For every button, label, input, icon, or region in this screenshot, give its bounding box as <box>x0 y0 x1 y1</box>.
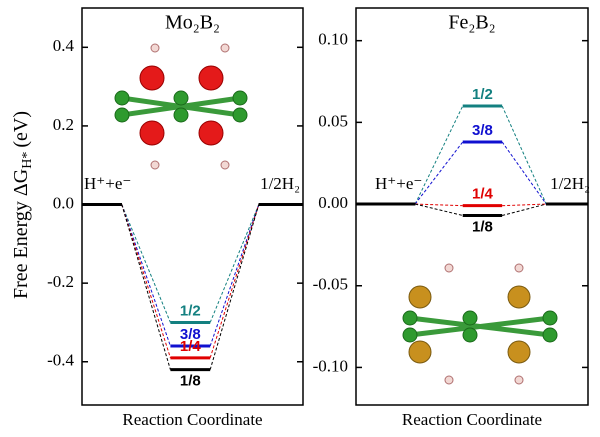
connector <box>502 203 547 207</box>
state-label: H⁺+e⁻ <box>375 174 422 193</box>
y-tick-label: 0.2 <box>53 115 74 134</box>
molecule-fe2b2 <box>402 263 558 385</box>
connector <box>121 204 171 358</box>
y-tick-label: 0.0 <box>53 193 74 212</box>
y-axis-label: Free Energy ΔGH* (eV) <box>10 111 36 299</box>
plot-frame <box>355 7 589 406</box>
state-label: 1/2H₂ <box>260 174 300 193</box>
panel-title: Fe₂B₂ <box>448 12 495 34</box>
series-label: 1/2 <box>472 86 493 103</box>
y-label-unit: (eV) <box>10 111 32 148</box>
y-tick-label: 0.4 <box>53 36 75 55</box>
series-label: 1/8 <box>180 373 201 390</box>
y-tick-label: -0.2 <box>47 272 74 291</box>
y-tick-label: 0.05 <box>318 111 348 130</box>
connector <box>121 204 171 370</box>
y-tick-label: 0.00 <box>318 193 348 212</box>
plot-frame <box>81 7 304 406</box>
state-label: 1/2H₂ <box>550 174 590 193</box>
y-tick-label: -0.10 <box>313 356 348 375</box>
molecule-mo2b2 <box>114 43 248 170</box>
series-label: 1/8 <box>472 218 493 235</box>
series-label: 3/8 <box>472 122 493 139</box>
connector <box>209 204 260 370</box>
y-tick-label: 0.10 <box>318 30 348 49</box>
connector <box>415 203 463 216</box>
series-label: 3/8 <box>180 326 201 343</box>
connector <box>121 204 171 323</box>
series-label: 1/2 <box>180 302 201 319</box>
connector <box>414 105 464 205</box>
connector <box>502 203 547 216</box>
connector <box>501 105 547 205</box>
connector <box>209 204 260 358</box>
connector <box>501 141 547 205</box>
state-label: H⁺+e⁻ <box>84 174 131 193</box>
connector <box>209 204 260 323</box>
y-tick-label: -0.4 <box>47 351 74 370</box>
connector <box>209 204 260 347</box>
y-tick-label: -0.05 <box>313 275 348 294</box>
connector <box>121 204 171 347</box>
y-label-text: Free Energy ΔG <box>10 169 32 299</box>
x-axis-label: Reaction Coordinate <box>122 410 262 429</box>
series-label: 1/4 <box>180 338 202 355</box>
connector <box>415 203 463 207</box>
connector <box>414 141 464 205</box>
y-label-sub: H* <box>20 152 35 169</box>
series-label: 1/4 <box>472 186 494 203</box>
panel-title: Mo₂B₂ <box>165 12 220 34</box>
x-axis-label: Reaction Coordinate <box>402 410 542 429</box>
